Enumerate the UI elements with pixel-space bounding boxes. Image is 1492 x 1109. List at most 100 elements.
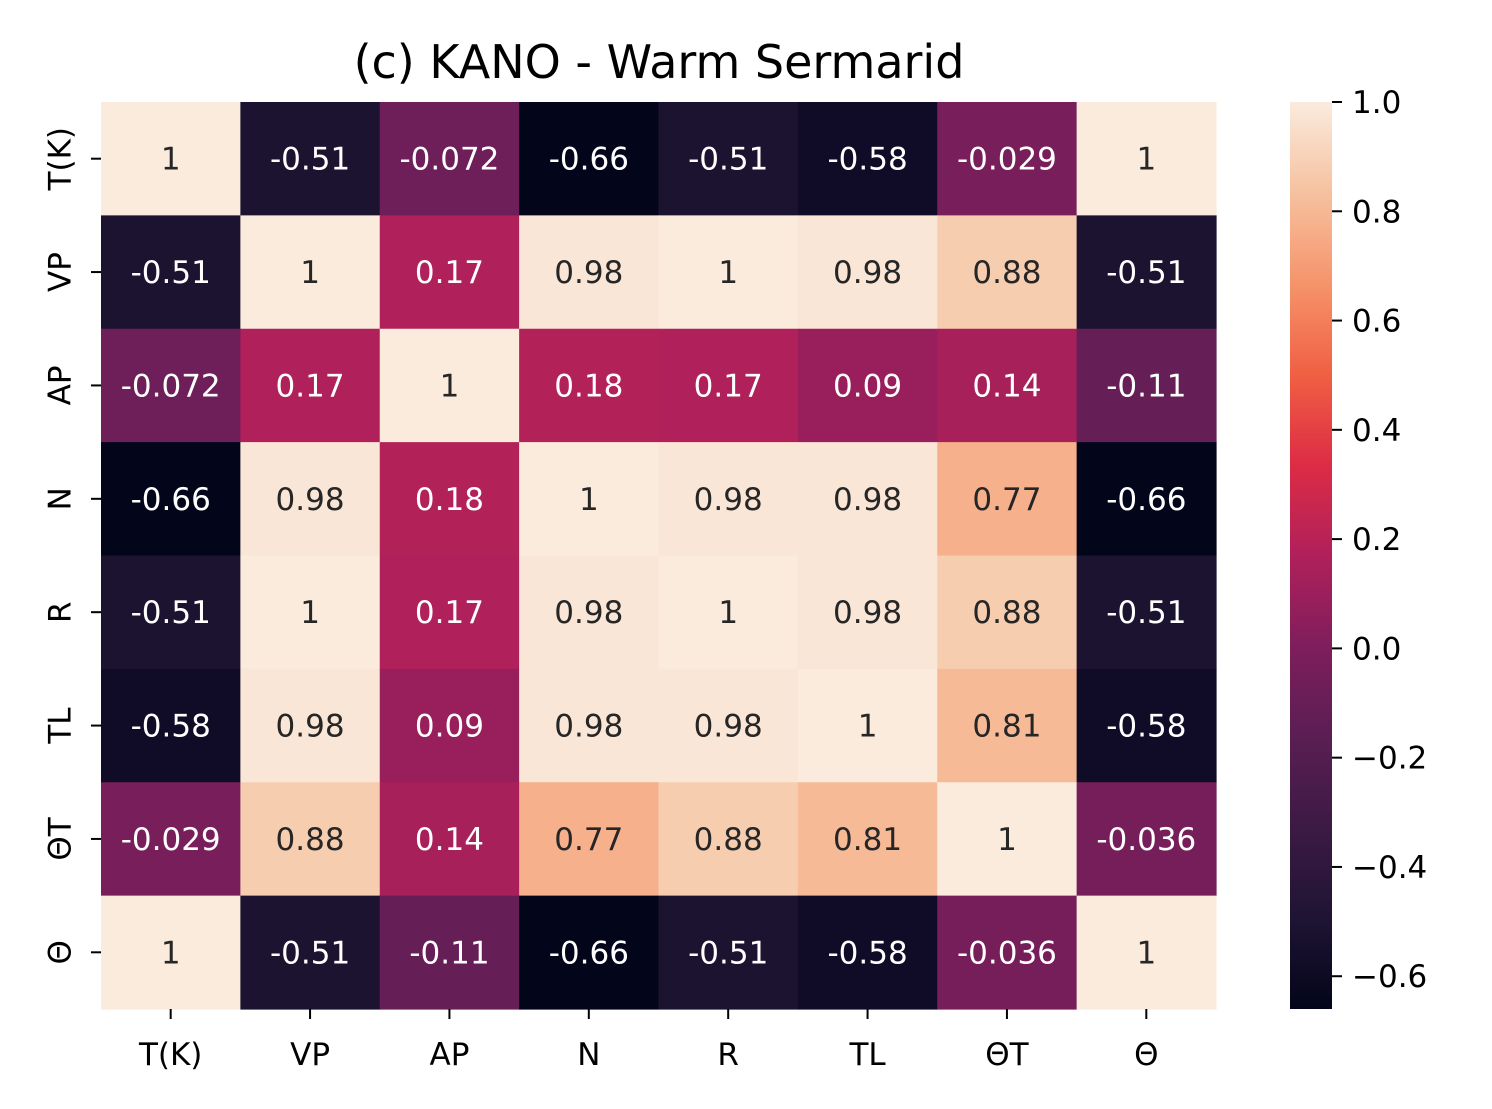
cell-value-label: 0.88 [972,595,1041,631]
cell-value-label: 0.18 [415,482,484,518]
colorbar-tick-label: −0.4 [1352,850,1427,886]
colorbar-tick-label: 0.6 [1352,304,1401,340]
cell-value-label: -0.58 [131,709,211,745]
heatmap-cell [240,668,381,783]
cell-value-label: -0.029 [957,142,1057,178]
cell-value-label: -0.11 [1106,368,1186,404]
cell-value-label: 0.81 [833,822,902,858]
heatmap-cells: 1 -0.51 -0.072 -0.66 -0.51 -0.58 -0.029 1 -0.51 1… [101,102,1217,1010]
heatmap-cell [519,555,660,670]
cell-value-label: 0.09 [833,368,902,404]
heatmap-cell [101,328,241,443]
heatmap-cell [101,442,241,557]
colorbar-tick-label: 0.4 [1352,413,1401,449]
cell-value-label: 0.98 [276,482,345,518]
cell-value-label: -0.51 [131,595,211,631]
y-axis: T(K) VP AP N R TL ΘT Θ [43,127,101,965]
heatmap-cell [658,328,799,443]
heatmap-cell [658,215,799,330]
colorbar-tick-label: 0.8 [1352,194,1401,230]
x-tick-label: Θ [1134,1037,1158,1073]
cell-value-label: 0.98 [276,709,345,745]
heatmap-cell [937,895,1078,1010]
heatmap-cell [797,555,938,670]
heatmap-cell [937,102,1078,216]
heatmap-cell [240,555,381,670]
cell-value-label: 1 [300,595,320,631]
heatmap-cell [797,895,938,1010]
heatmap-cell [797,102,938,216]
heatmap-cell [240,328,381,443]
cell-value-label: 0.17 [694,368,763,404]
colorbar-tick-label: 1.0 [1352,85,1401,121]
heatmap-cell [658,442,799,557]
heatmap-cell [797,328,938,443]
cell-value-label: -0.66 [549,142,629,178]
heatmap-cell [937,442,1078,557]
heatmap-cell [101,668,241,783]
cell-value-label: -0.072 [121,368,221,404]
heatmap-cell [101,782,241,897]
cell-value-label: -0.51 [270,935,350,971]
colorbar-tick-label: 0.0 [1352,631,1401,667]
heatmap-cell [519,215,660,330]
y-tick-label: Θ [43,940,79,964]
cell-value-label: 0.88 [694,822,763,858]
cell-value-label: -0.66 [131,482,211,518]
cell-value-label: 0.98 [554,709,623,745]
heatmap-cell [937,555,1078,670]
heatmap-cell [658,895,799,1010]
heatmap-cell [658,782,799,897]
cell-value-label: 0.14 [415,822,484,858]
cell-value-label: 1 [1136,935,1156,971]
colorbar-tick-label: −0.2 [1352,741,1427,777]
heatmap-cell [658,102,799,216]
heatmap-cell [379,328,520,443]
heatmap-cell [379,555,520,670]
heatmap-cell [240,215,381,330]
cell-value-label: -0.66 [549,935,629,971]
heatmap-cell [797,215,938,330]
heatmap-cell [937,668,1078,783]
heatmap-cell [1076,442,1217,557]
cell-value-label: 0.14 [972,368,1041,404]
heatmap-cell [797,442,938,557]
heatmap-cell [1076,895,1217,1010]
cell-value-label: 0.81 [972,709,1041,745]
heatmap-cell [937,782,1078,897]
cell-value-label: 0.98 [694,482,763,518]
cell-value-label: -0.58 [827,142,907,178]
cell-value-label: -0.51 [1106,255,1186,291]
heatmap-cell [240,782,381,897]
heatmap-cell [240,895,381,1010]
cell-value-label: -0.036 [957,935,1057,971]
x-tick-label: N [577,1037,600,1073]
heatmap-cell [240,102,381,216]
cell-value-label: 1 [161,142,181,178]
cell-value-label: 0.17 [276,368,345,404]
cell-value-label: 1 [161,935,181,971]
cell-value-label: 0.98 [554,255,623,291]
y-tick-label: T(K) [43,127,79,191]
heatmap-cell [937,328,1078,443]
cell-value-label: 0.98 [833,482,902,518]
cell-value-label: -0.51 [131,255,211,291]
y-tick-label: ΘT [43,816,79,860]
heatmap-cell [379,895,520,1010]
heatmap-cell [1076,328,1217,443]
heatmap-cell [101,895,241,1010]
cell-value-label: 0.17 [415,255,484,291]
cell-value-label: 0.09 [415,709,484,745]
heatmap-cell [797,668,938,783]
cell-value-label: -0.029 [121,822,221,858]
cell-value-label: -0.11 [409,935,489,971]
heatmap-cell [379,782,520,897]
heatmap-cell [101,555,241,670]
heatmap-cell [1076,782,1217,897]
cell-value-label: -0.58 [1106,709,1186,745]
cell-value-label: -0.072 [399,142,499,178]
cell-value-label: -0.51 [688,142,768,178]
cell-value-label: 0.77 [972,482,1041,518]
heatmap-cell [379,102,520,216]
cell-value-label: 1 [718,255,738,291]
